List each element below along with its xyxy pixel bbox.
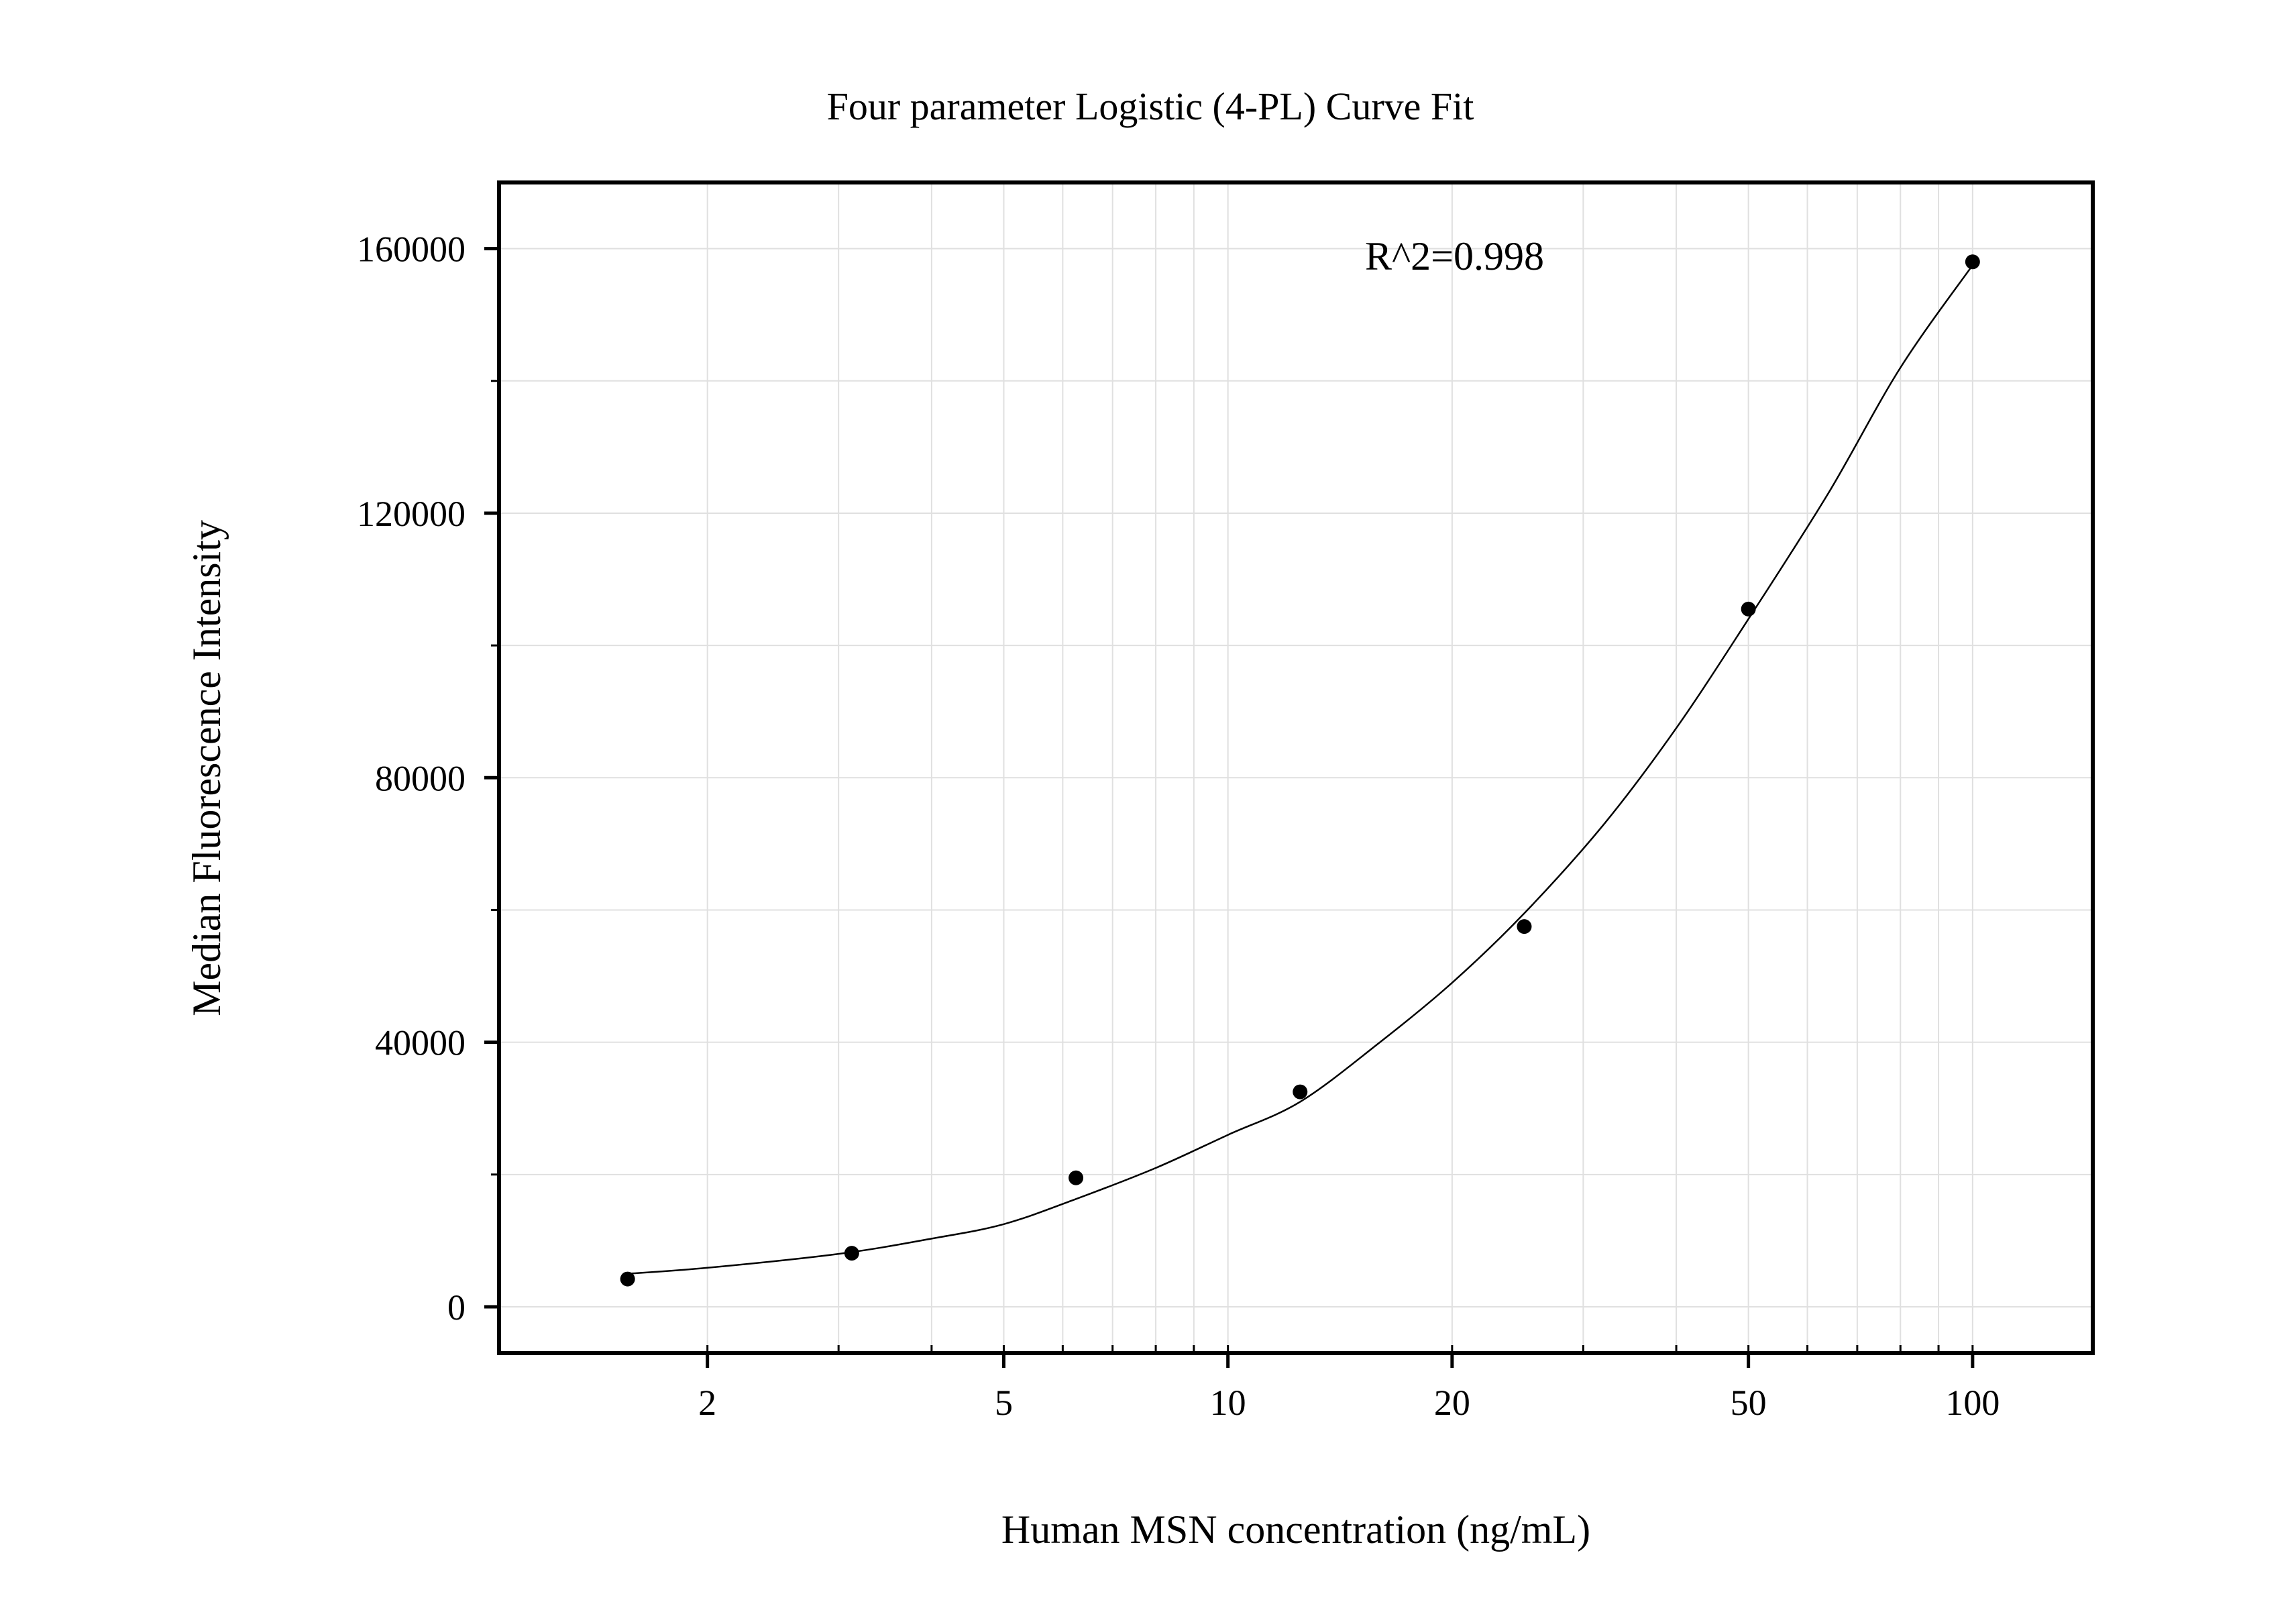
data-point xyxy=(1517,919,1532,934)
y-tick-label: 120000 xyxy=(357,494,466,534)
data-point xyxy=(620,1271,635,1287)
y-tick-label: 0 xyxy=(447,1287,466,1328)
data-points xyxy=(620,254,1980,1287)
x-axis-title: Human MSN concentration (ng/mL) xyxy=(1001,1507,1590,1552)
data-point xyxy=(1069,1170,1084,1185)
y-tick-label: 160000 xyxy=(357,229,466,270)
y-axis-title: Median Fluorescence Intensity xyxy=(184,520,229,1016)
data-point xyxy=(1741,601,1756,617)
x-tick-label: 10 xyxy=(1210,1383,1246,1423)
data-point xyxy=(1965,254,1980,270)
x-tick-label: 20 xyxy=(1434,1383,1470,1423)
plot-frame xyxy=(497,180,2095,1355)
y-tick-label: 80000 xyxy=(375,758,466,798)
x-tick-label: 5 xyxy=(995,1383,1013,1423)
y-axis-ticks: 0 40000 80000 120000 160000 xyxy=(357,229,499,1328)
x-tick-label: 2 xyxy=(698,1383,716,1423)
fit-curve xyxy=(627,264,1973,1275)
r-squared-annotation: R^2=0.998 xyxy=(1365,234,1544,278)
x-tick-label: 50 xyxy=(1731,1383,1767,1423)
chart-title: Four parameter Logistic (4-PL) Curve Fit xyxy=(827,85,1474,128)
y-tick-label: 40000 xyxy=(375,1023,466,1063)
x-axis-ticks: 2 5 10 20 50 100 xyxy=(698,1345,2000,1423)
grid-lines xyxy=(499,182,2093,1353)
data-point xyxy=(844,1246,859,1261)
data-point xyxy=(1293,1084,1308,1100)
x-tick-label: 100 xyxy=(1945,1383,2000,1423)
fit-curve-layer xyxy=(627,264,1973,1275)
